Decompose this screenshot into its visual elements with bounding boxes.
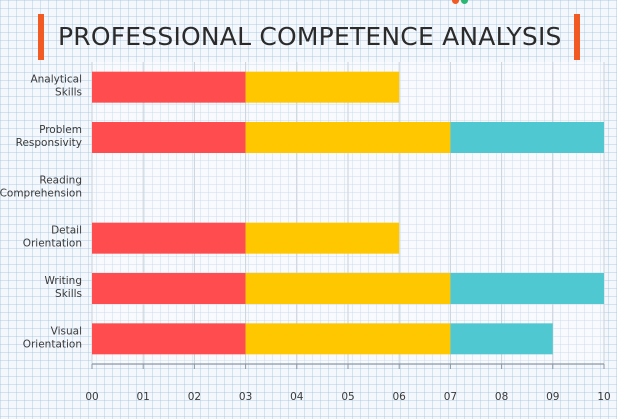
x-tick-label: 04 (290, 391, 304, 403)
x-tick-label: 06 (393, 391, 407, 403)
x-tick-label: 07 (444, 391, 457, 403)
x-tick-label: 08 (495, 391, 508, 403)
bar-segment (450, 273, 604, 304)
bar-segment (245, 273, 451, 304)
bar-segment (245, 222, 400, 254)
y-tick-label: Visual Orientation (23, 325, 82, 350)
x-tick-label: 00 (85, 391, 98, 403)
bar-segment (92, 323, 246, 355)
y-tick-label: Analytical Skills (30, 74, 82, 99)
x-tick-label: 02 (188, 391, 201, 403)
bar-segment (245, 323, 451, 355)
bar-segment (450, 122, 604, 153)
top-decoration (452, 0, 472, 4)
x-tick-label: 10 (597, 391, 610, 403)
bar-segment (92, 122, 246, 153)
bar-segment (92, 222, 246, 254)
x-tick-label: 03 (239, 391, 252, 403)
y-tick-label: Writing Skills (45, 275, 83, 300)
bar-segment (450, 323, 553, 355)
title-accent-left (38, 14, 44, 60)
y-tick-label: Detail Orientation (23, 225, 82, 250)
y-tick-label: Problem Responsivity (16, 124, 82, 149)
bar-segment (245, 71, 400, 103)
chart-title: PROFESSIONAL COMPETENCE ANALYSIS (58, 22, 562, 51)
chart-title-banner: PROFESSIONAL COMPETENCE ANALYSIS (38, 14, 580, 60)
bar-segment (245, 122, 451, 153)
x-tick-label: 05 (341, 391, 354, 403)
bar-segment (92, 71, 246, 103)
x-tick-label: 09 (546, 391, 559, 403)
x-tick-label: 01 (137, 391, 150, 403)
title-accent-right (574, 14, 580, 60)
y-tick-label: Reading Comprehension (0, 174, 82, 199)
bar-segment (92, 273, 246, 304)
